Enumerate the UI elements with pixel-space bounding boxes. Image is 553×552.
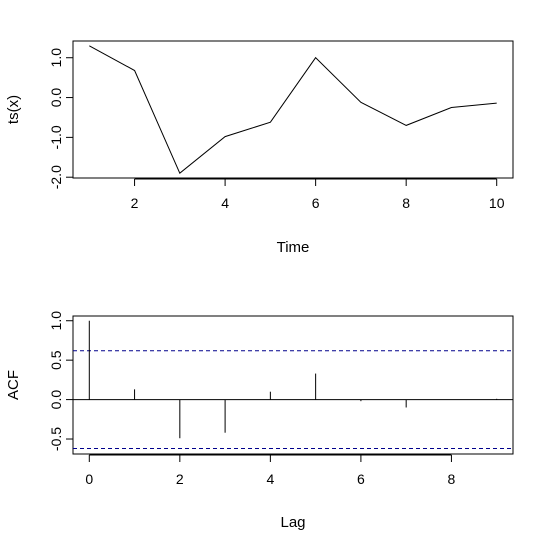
y-tick-label: -2.0 — [48, 165, 64, 189]
x-tick-label: 6 — [312, 195, 320, 211]
plot-frame — [72, 315, 514, 455]
x-tick-label: 0 — [85, 471, 93, 487]
series-line — [89, 45, 497, 174]
y-tick-label: -1.0 — [48, 125, 64, 149]
y-tick-label: 0.5 — [48, 350, 64, 370]
x-tick-label: 4 — [221, 195, 229, 211]
x-tick-label: 4 — [266, 471, 274, 487]
x-tick-label: 10 — [489, 195, 505, 211]
x-axis-title: Lag — [280, 514, 305, 531]
x-tick-label: 8 — [402, 195, 410, 211]
acf-panel: Lag ACF 0 2 4 6 8 -0.5 0.0 0.5 1.0 — [5, 311, 514, 531]
x-tick-label: 6 — [357, 471, 365, 487]
y-tick-label: 1.0 — [48, 311, 64, 331]
y-axis-title: ACF — [5, 370, 22, 400]
time-series-panel: Time ts(x) 2 4 6 8 10 -2.0 -1.0 0.0 1.0 — [5, 40, 514, 256]
y-tick-label: 0.0 — [48, 390, 64, 410]
x-axis-title: Time — [277, 239, 310, 256]
x-tick-label: 2 — [176, 471, 184, 487]
y-tick-label: 0.0 — [48, 88, 64, 108]
y-tick-label: -0.5 — [48, 427, 64, 451]
x-tick-label: 2 — [131, 195, 139, 211]
y-tick-label: 1.0 — [48, 48, 64, 68]
y-axis-title: ts(x) — [5, 95, 22, 124]
x-tick-label: 8 — [448, 471, 456, 487]
